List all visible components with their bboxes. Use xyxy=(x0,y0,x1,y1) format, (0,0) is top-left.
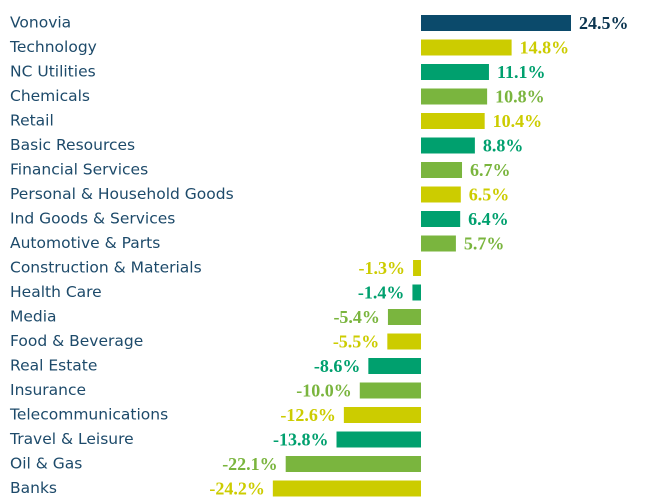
category-label: Retail xyxy=(10,112,54,130)
value-label: -13.8% xyxy=(273,430,329,450)
value-label: 6.4% xyxy=(468,209,509,229)
value-label: -1.3% xyxy=(359,258,406,278)
bar xyxy=(387,309,421,325)
value-label: -5.5% xyxy=(333,332,380,352)
bar xyxy=(412,284,421,301)
category-label: Real Estate xyxy=(10,357,97,375)
category-label: Chemicals xyxy=(10,87,90,105)
bar xyxy=(421,113,485,129)
bar xyxy=(336,431,421,448)
category-label: Technology xyxy=(9,38,97,56)
category-label: Ind Goods & Services xyxy=(10,210,175,228)
category-label: Travel & Leisure xyxy=(9,430,134,448)
bar xyxy=(359,382,421,399)
value-label: -24.2% xyxy=(209,479,265,498)
category-label: Food & Beverage xyxy=(10,332,143,350)
value-label: 6.7% xyxy=(470,160,511,180)
value-label: -12.6% xyxy=(280,405,336,425)
value-label: 14.8% xyxy=(520,38,570,58)
value-label: 24.5% xyxy=(579,13,629,33)
value-label: -22.1% xyxy=(222,454,278,474)
category-label: Insurance xyxy=(10,381,86,399)
bar xyxy=(421,235,456,252)
category-label: NC Utilities xyxy=(10,63,96,81)
category-label: Personal & Household Goods xyxy=(10,185,234,203)
value-label: -1.4% xyxy=(358,283,405,303)
category-label: Banks xyxy=(10,479,57,497)
value-label: -8.6% xyxy=(314,356,361,376)
bar xyxy=(421,211,461,227)
bar xyxy=(272,480,421,497)
bar xyxy=(368,358,421,374)
value-label: 8.8% xyxy=(483,136,524,156)
value-label: 10.8% xyxy=(495,87,545,107)
category-label: Vonovia xyxy=(10,14,71,32)
bar xyxy=(343,407,421,423)
bar xyxy=(421,162,463,178)
bar xyxy=(421,15,571,31)
category-label: Basic Resources xyxy=(10,136,135,154)
value-label: -10.0% xyxy=(296,381,352,401)
category-label: Financial Services xyxy=(10,161,148,179)
category-label: Oil & Gas xyxy=(10,455,82,473)
bar xyxy=(421,39,512,56)
category-label: Construction & Materials xyxy=(10,259,202,277)
value-label: -5.4% xyxy=(333,307,380,327)
category-label: Telecommunications xyxy=(9,406,168,424)
bar xyxy=(413,260,421,276)
bar xyxy=(421,186,461,203)
bar xyxy=(387,333,421,350)
value-label: 6.5% xyxy=(469,185,510,205)
bar xyxy=(421,88,488,105)
value-label: 11.1% xyxy=(497,62,546,82)
bar xyxy=(421,64,489,80)
value-label: 10.4% xyxy=(493,111,543,131)
category-label: Health Care xyxy=(10,283,102,301)
value-label: 5.7% xyxy=(464,234,505,254)
bar xyxy=(285,456,421,472)
category-label: Automotive & Parts xyxy=(10,234,160,252)
bar xyxy=(421,137,475,154)
category-label: Media xyxy=(10,308,57,326)
